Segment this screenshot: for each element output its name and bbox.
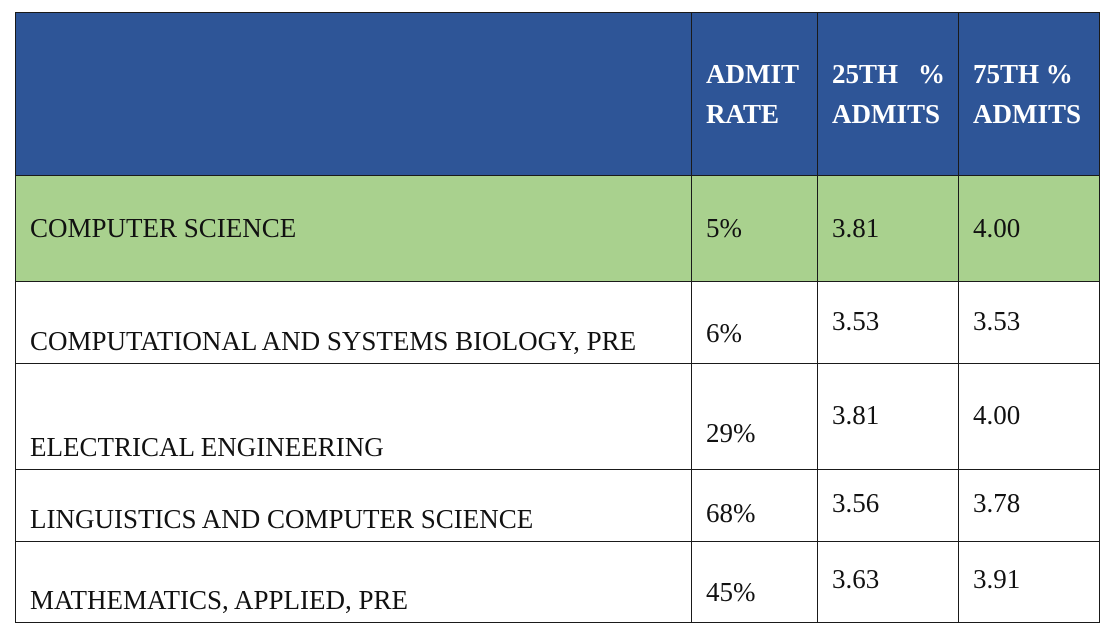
header-75th-percentile: 75TH % ADMITS	[958, 12, 1100, 176]
p75-cell: 3.53	[958, 281, 1100, 364]
admit-rate-cell: 68%	[691, 469, 818, 542]
header-75th-line1: 75TH %	[973, 59, 1073, 89]
p25-cell: 3.56	[817, 469, 959, 542]
p25-cell: 3.81	[817, 175, 959, 282]
admit-rate-cell: 29%	[691, 363, 818, 470]
p75-cell: 3.91	[958, 541, 1100, 623]
header-25th-percentile: 25TH% ADMITS	[817, 12, 959, 176]
p25-cell: 3.81	[817, 363, 959, 470]
table-row: LINGUISTICS AND COMPUTER SCIENCE 68% 3.5…	[15, 469, 1100, 542]
major-cell: COMPUTER SCIENCE	[15, 175, 692, 282]
admit-rate-cell: 6%	[691, 281, 818, 364]
admit-rate-cell: 5%	[691, 175, 818, 282]
header-25th-line1a: 25TH	[832, 59, 899, 89]
header-25th-line2: ADMITS	[832, 99, 941, 129]
p25-cell: 3.63	[817, 541, 959, 623]
major-cell: ELECTRICAL ENGINEERING	[15, 363, 692, 470]
p25-cell: 3.53	[817, 281, 959, 364]
p75-cell: 3.78	[958, 469, 1100, 542]
header-admit-rate: ADMIT RATE	[691, 12, 818, 176]
table-row: MATHEMATICS, APPLIED, PRE 45% 3.63 3.91	[15, 541, 1100, 623]
header-major	[15, 12, 692, 176]
admissions-table: ADMIT RATE 25TH% ADMITS 75TH % ADMITS CO…	[15, 12, 1100, 623]
header-admit-rate-line1: ADMIT	[706, 59, 799, 89]
p75-cell: 4.00	[958, 363, 1100, 470]
header-75th-line2: ADMITS	[973, 99, 1082, 129]
table-row: COMPUTATIONAL AND SYSTEMS BIOLOGY, PRE 6…	[15, 281, 1100, 364]
admit-rate-cell: 45%	[691, 541, 818, 623]
major-cell: LINGUISTICS AND COMPUTER SCIENCE	[15, 469, 692, 542]
table-header-row: ADMIT RATE 25TH% ADMITS 75TH % ADMITS	[15, 12, 1100, 176]
major-cell: COMPUTATIONAL AND SYSTEMS BIOLOGY, PRE	[15, 281, 692, 364]
major-cell: MATHEMATICS, APPLIED, PRE	[15, 541, 692, 623]
header-admit-rate-line2: RATE	[706, 99, 780, 129]
table-row: ELECTRICAL ENGINEERING 29% 3.81 4.00	[15, 363, 1100, 470]
table-row: COMPUTER SCIENCE 5% 3.81 4.00	[15, 175, 1100, 282]
p75-cell: 4.00	[958, 175, 1100, 282]
header-25th-line1b: %	[918, 59, 946, 89]
